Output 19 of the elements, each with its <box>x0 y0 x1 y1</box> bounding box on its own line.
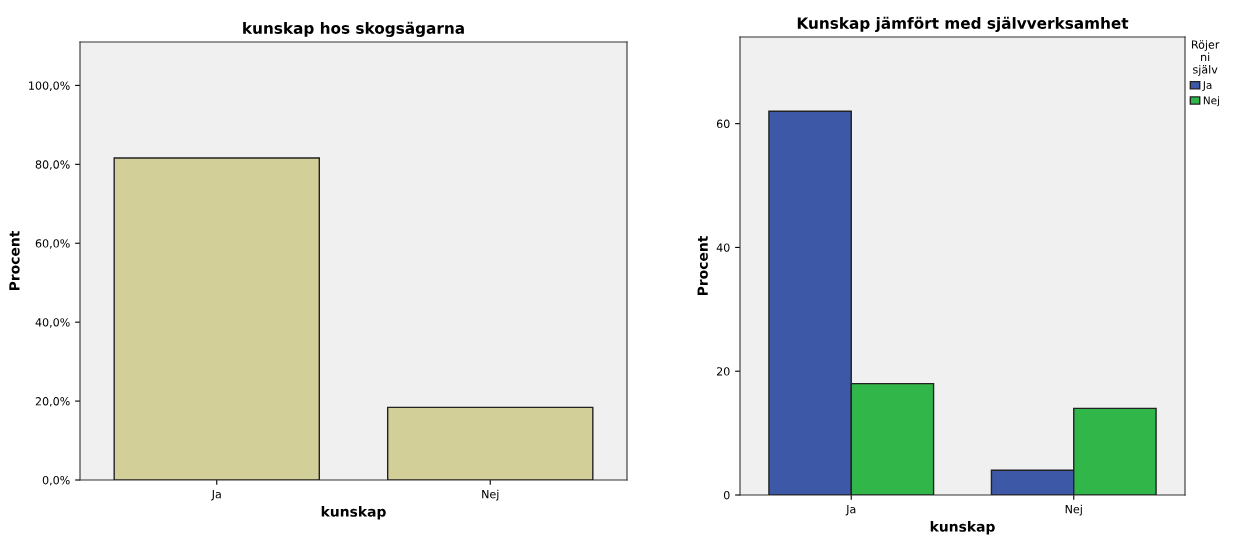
y-tick-label: 40 <box>716 243 730 252</box>
y-tick-label: 20 <box>716 367 730 376</box>
y-tick-label: 20,0% <box>35 397 70 407</box>
y-axis-title: Procent <box>697 235 708 296</box>
y-tick-label: 60 <box>716 119 730 129</box>
y-tick-label: 60,0% <box>35 239 70 249</box>
y-tick-label: 40,0% <box>35 318 70 328</box>
legend-label: Ja <box>1202 81 1212 91</box>
chart-title: Kunskap jämfört med självverksamhet <box>797 16 1129 32</box>
y-axis-title: Procent <box>9 230 20 291</box>
y-tick-label: 80,0% <box>35 160 70 170</box>
chart-title: kunskap hos skogsägarna <box>243 21 464 37</box>
legend-label: Nej <box>1203 96 1219 107</box>
y-tick-label: 0 <box>723 490 730 500</box>
x-axis-title: kunskap <box>321 506 386 520</box>
legend-title: Röjer ni själv <box>1191 40 1220 76</box>
y-tick-label: 0,0% <box>42 475 70 486</box>
y-tick-label: 100,0% <box>29 81 70 91</box>
x-axis-title: kunskap <box>930 521 995 535</box>
